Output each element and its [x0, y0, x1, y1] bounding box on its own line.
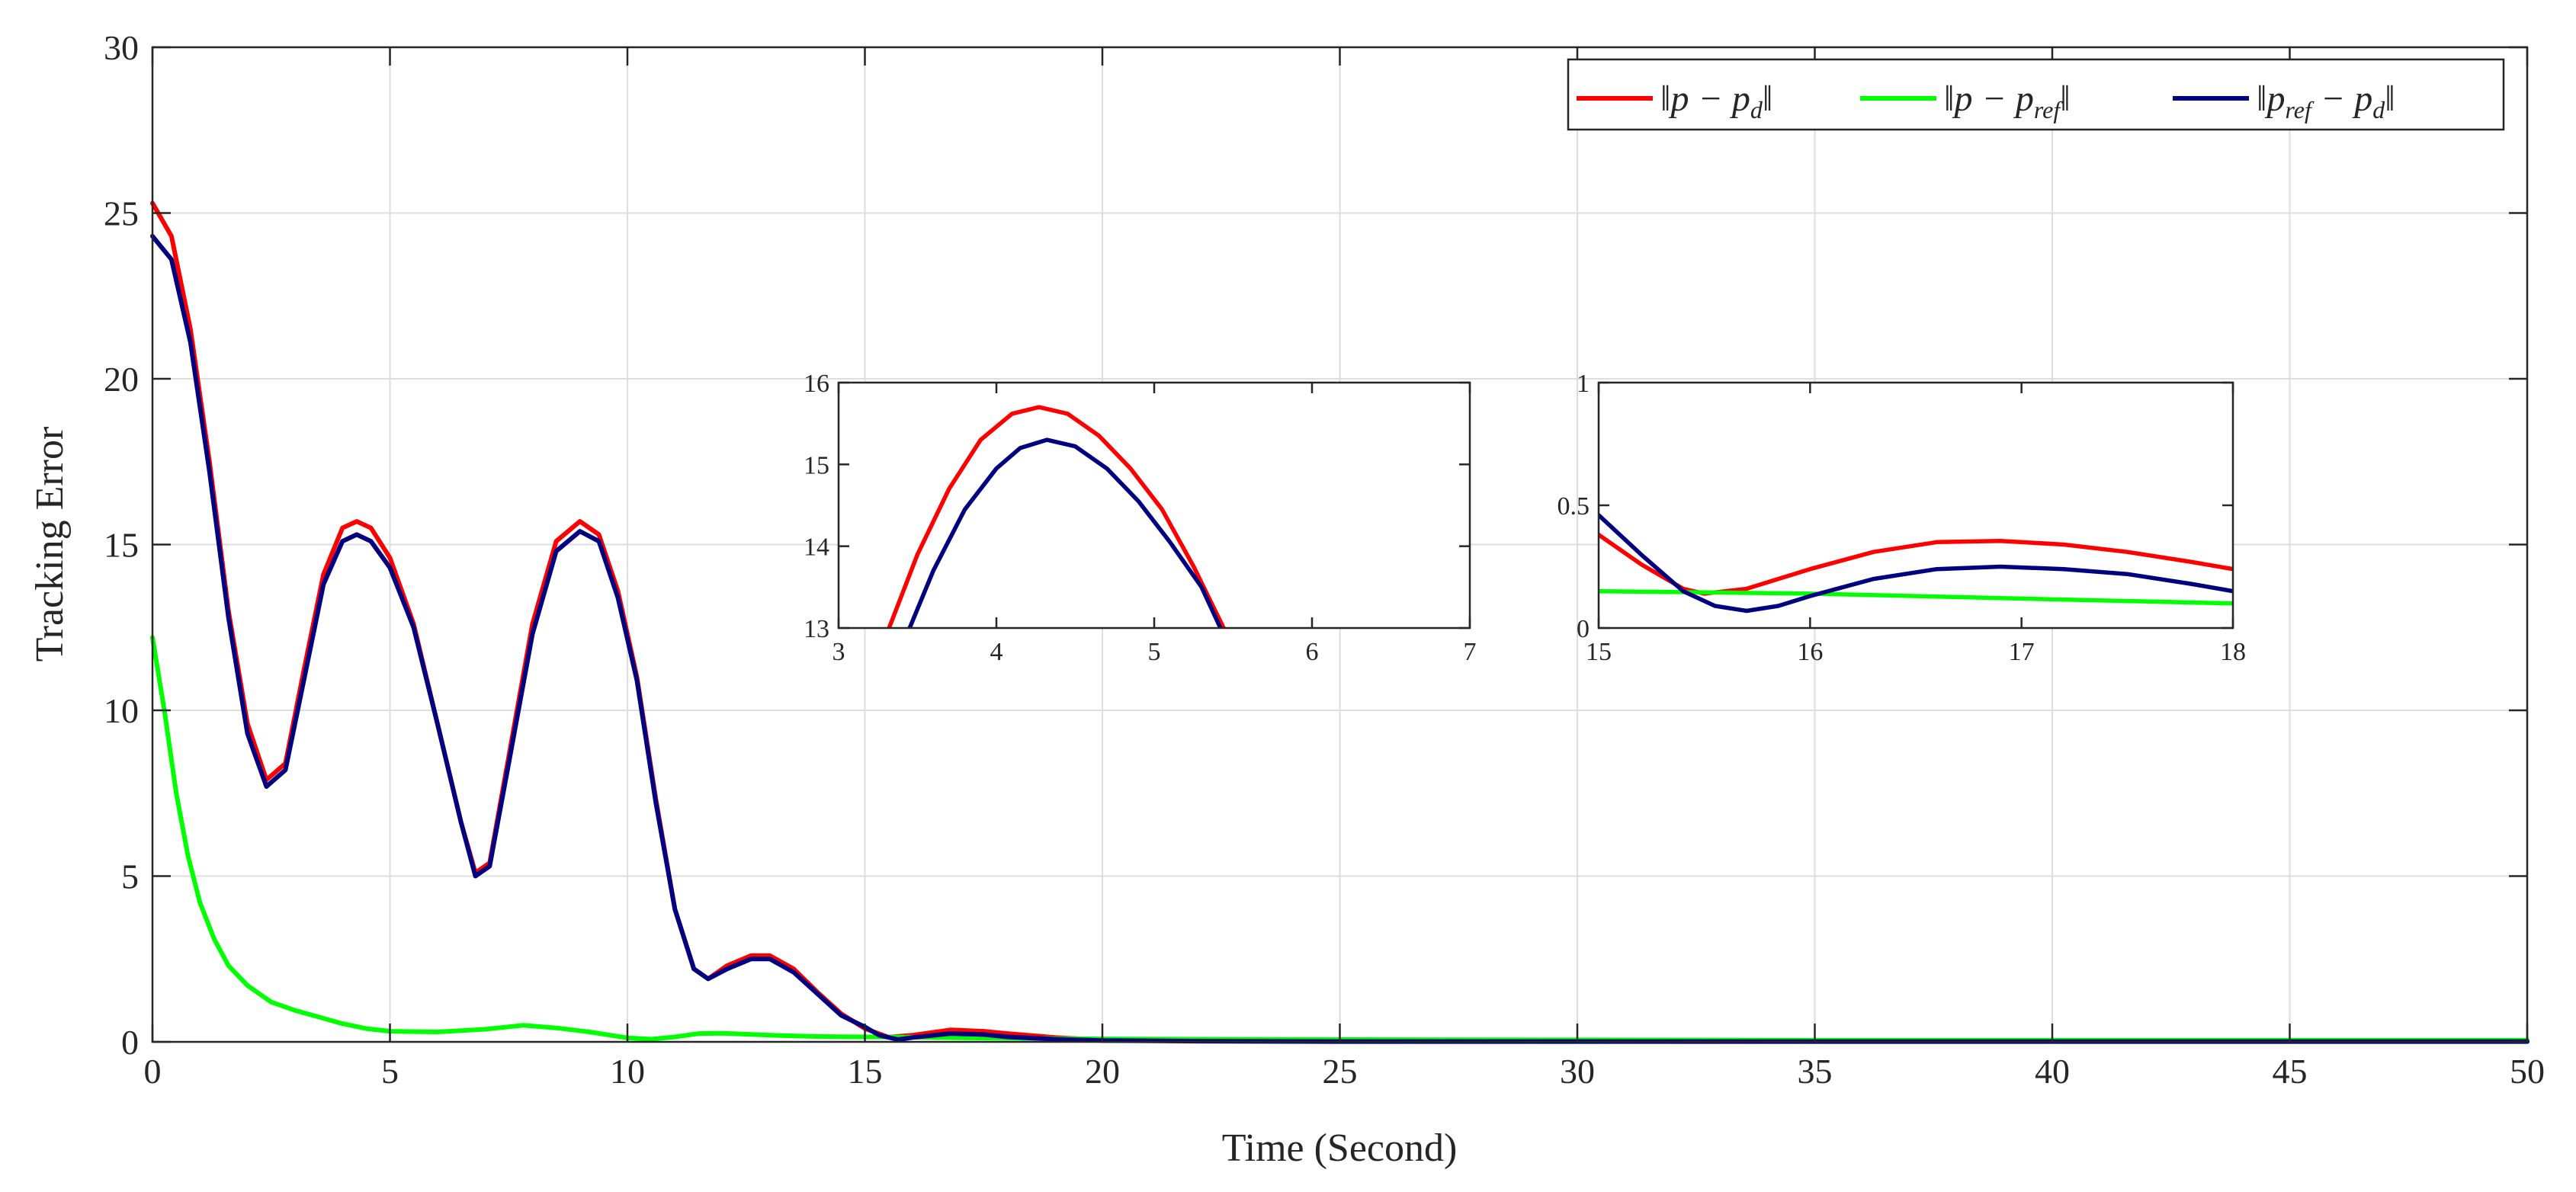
inset-x-tick-label: 6	[1306, 638, 1319, 666]
x-tick-label: 50	[2510, 1052, 2545, 1091]
inset-x-tick-label: 5	[1148, 638, 1161, 666]
inset-series-line	[907, 437, 1223, 628]
legend-box	[1567, 58, 2505, 131]
inset-y-tick-label: 15	[804, 451, 829, 479]
inset-y-tick-label: 14	[804, 534, 829, 562]
y-tick-label: 10	[104, 691, 139, 730]
x-tick-label: 0	[144, 1052, 162, 1091]
x-tick-label: 15	[848, 1052, 883, 1091]
inset-x-tick-label: 18	[2220, 638, 2246, 666]
legend-label-pref-pd: ‖pref − pd‖	[2257, 79, 2395, 123]
y-axis-label: Tracking Error	[28, 427, 72, 662]
inset-zoom-convergence: 15 16 17 18 0 0.5 1	[1557, 370, 2247, 666]
legend-label-p-pd: ‖p − pd‖	[1660, 79, 1772, 123]
inset-y-tick-label: 0	[1577, 615, 1590, 643]
inset-series-line	[1599, 588, 2233, 606]
inset-background	[1599, 383, 2233, 628]
inset-zoom-peak: 3 4 5 6 7 13 14 15 16	[804, 370, 1477, 666]
x-tick-label: 45	[2273, 1052, 2308, 1091]
legend-label-p-pref: ‖p − pref‖	[1944, 79, 2071, 123]
y-tick-label: 20	[104, 360, 139, 399]
x-tick-label: 30	[1560, 1052, 1595, 1091]
inset-y-tick-label: 1	[1577, 370, 1590, 398]
y-tick-label: 15	[104, 526, 139, 565]
y-tick-label: 30	[104, 28, 139, 67]
x-tick-label: 25	[1323, 1052, 1358, 1091]
x-tick-label: 20	[1085, 1052, 1120, 1091]
inset-y-tick-label: 13	[804, 615, 829, 643]
x-tick-label: 40	[2035, 1052, 2070, 1091]
inset-series-line	[1599, 513, 2233, 614]
x-axis-label: Time (Second)	[1222, 1126, 1458, 1170]
y-tick-label: 25	[104, 194, 139, 233]
inset-series-line	[887, 405, 1226, 628]
main-grid	[152, 47, 2527, 1042]
inset-x-tick-label: 15	[1586, 638, 1612, 666]
y-tick-label: 5	[121, 857, 139, 896]
series-line-pref-pd	[150, 233, 2529, 1044]
inset-background	[839, 383, 1470, 628]
inset-x-tick-label: 3	[832, 638, 845, 666]
inset-x-tick-label: 16	[1797, 638, 1823, 666]
x-tick-label: 10	[610, 1052, 645, 1091]
legend: ‖p − pd‖ ‖p − pref‖ ‖pref − pd‖	[1567, 58, 2505, 131]
y-tick-label: 0	[121, 1023, 139, 1062]
inset-x-tick-label: 4	[990, 638, 1003, 666]
inset-y-tick-label: 0.5	[1557, 492, 1590, 521]
inset-x-tick-label: 17	[2009, 638, 2035, 666]
x-tick-label: 35	[1798, 1052, 1833, 1091]
x-tick-label: 5	[381, 1052, 399, 1091]
inset-y-tick-label: 16	[804, 370, 829, 398]
inset-x-tick-label: 7	[1464, 638, 1477, 666]
